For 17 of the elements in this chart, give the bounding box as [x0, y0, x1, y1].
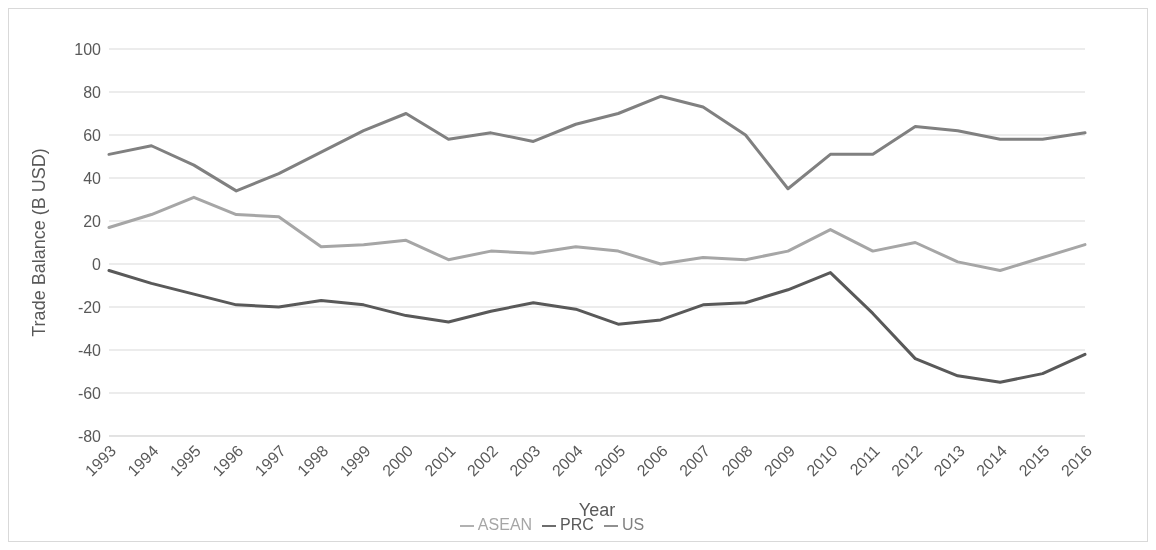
y-tick-label: -40	[77, 341, 102, 359]
line-series	[107, 268, 1087, 384]
y-tick-label: 40	[83, 169, 102, 187]
legend-label: ASEAN	[477, 516, 533, 533]
y-tick-label: 100	[74, 40, 102, 58]
y-tick-label: 0	[92, 255, 102, 273]
y-tick-label: -80	[77, 427, 102, 445]
legend-label: PRC	[560, 516, 594, 533]
y-tick-label: 60	[83, 126, 102, 144]
y-tick-label: 80	[83, 83, 102, 101]
legend-label: US	[621, 516, 645, 533]
line-series	[107, 94, 1087, 193]
y-tick-label: 20	[83, 212, 102, 230]
line-series	[107, 195, 1087, 272]
y-tick-label: -20	[77, 298, 102, 316]
y-tick-label: -60	[77, 384, 102, 402]
y-axis-title: Trade Balance (B USD)	[29, 148, 50, 337]
